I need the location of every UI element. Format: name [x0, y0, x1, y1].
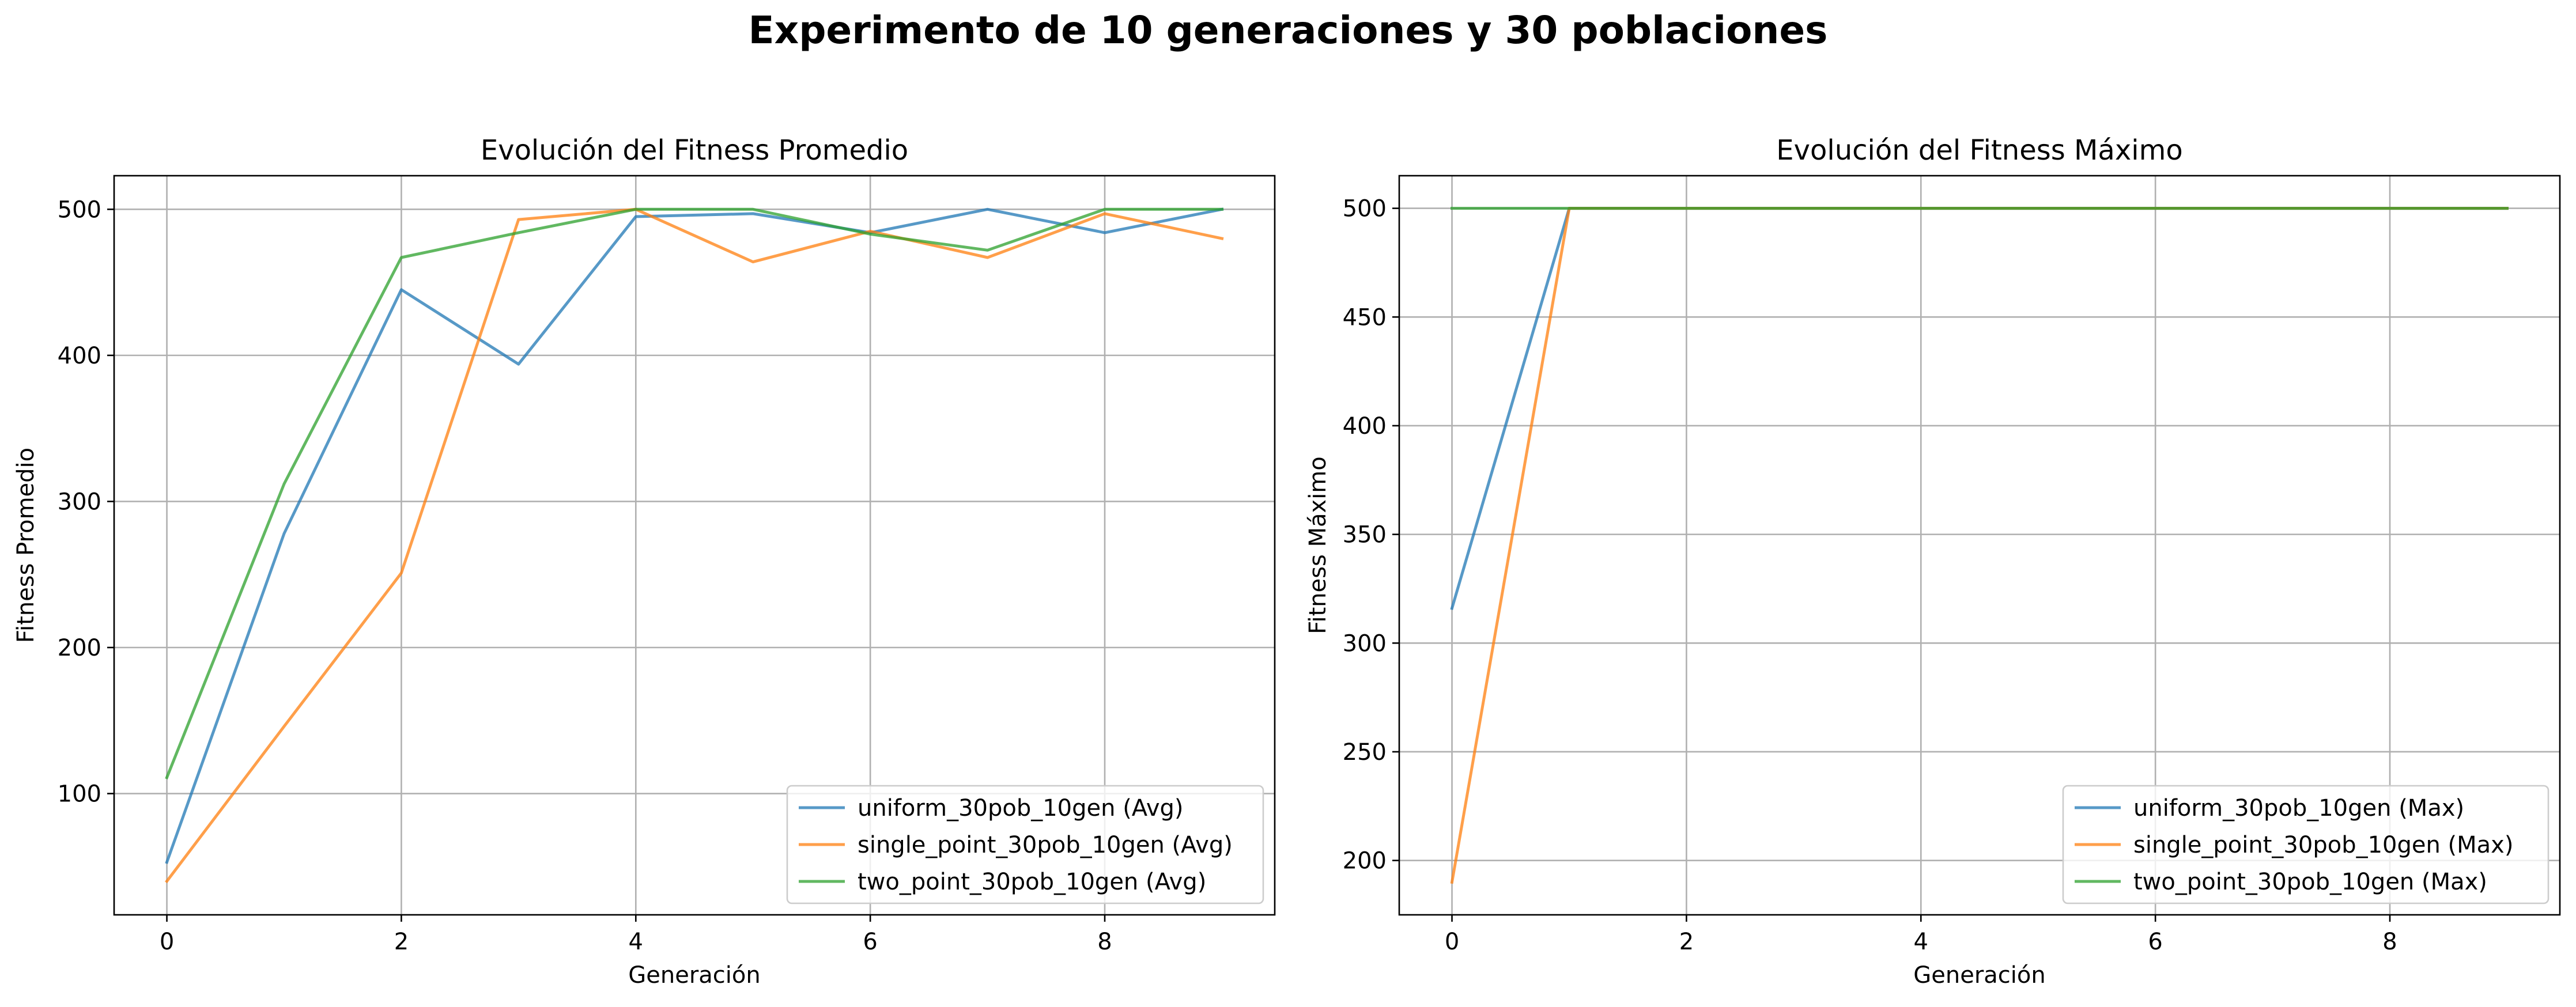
- x-axis-label: Generación: [628, 962, 760, 989]
- y-tick-label: 400: [1343, 413, 1387, 440]
- y-tick-label: 450: [1343, 304, 1387, 331]
- chart-title: Evolución del Fitness Máximo: [1776, 134, 2182, 166]
- legend-label-2: two_point_30pob_10gen (Avg): [858, 869, 1206, 895]
- legend-box: [786, 785, 1264, 904]
- x-tick-label: 8: [2382, 929, 2397, 955]
- legend-label-2: two_point_30pob_10gen (Max): [2133, 869, 2487, 895]
- max-fitness-chart: 0 2 4 6 8 200 250 300 350 400 450 500 Evolución del …: [1305, 134, 2561, 989]
- x-tick-label: 4: [1914, 929, 1928, 955]
- y-tick-label: 350: [1343, 522, 1387, 548]
- y-tick-label: 200: [1343, 848, 1387, 874]
- legend-label-1: single_point_30pob_10gen (Max): [2133, 832, 2513, 858]
- figure-suptitle: Experimento de 10 generaciones y 30 pobl…: [749, 8, 1828, 52]
- x-tick-label: 2: [394, 929, 409, 955]
- y-tick-label: 100: [58, 781, 101, 808]
- y-tick-label: 500: [58, 196, 101, 223]
- axes-frame: [113, 175, 1276, 916]
- y-tick-label: 300: [1343, 630, 1387, 657]
- x-tick-label: 0: [160, 929, 174, 955]
- series-line-2: [165, 207, 1223, 779]
- y-axis-label: Fitness Máximo: [1305, 456, 1331, 634]
- y-tick-label: 200: [58, 635, 101, 661]
- legend: uniform_30pob_10gen (Avg) single_point_30…: [786, 785, 1264, 904]
- legend-label-0: uniform_30pob_10gen (Avg): [858, 795, 1184, 822]
- x-axis-label: Generación: [1913, 962, 2045, 989]
- legend: uniform_30pob_10gen (Max) single_point_30…: [2062, 785, 2549, 904]
- y-tick-label: 500: [1343, 196, 1387, 222]
- series-line-1: [164, 207, 1224, 884]
- legend-label-1: single_point_30pob_10gen (Avg): [858, 832, 1233, 858]
- x-tick-label: 4: [629, 929, 643, 955]
- series-line-0: [1450, 207, 2509, 611]
- x-tick-label: 0: [1445, 929, 1459, 955]
- series-line-0: [165, 207, 1224, 864]
- y-tick-label: 300: [58, 489, 101, 515]
- x-tick-label: 6: [863, 929, 877, 955]
- x-tick-label: 6: [2148, 929, 2162, 955]
- x-tick-label: 8: [1097, 929, 1112, 955]
- chart-title: Evolución del Fitness Promedio: [481, 134, 908, 166]
- avg-fitness-chart: 0 2 4 6 8 100 200 300 400 500 Evolución del Fitnes…: [13, 134, 1276, 989]
- series-line-1: [1450, 207, 2509, 884]
- y-tick-label: 250: [1343, 739, 1387, 766]
- y-tick-label: 400: [58, 343, 101, 369]
- axes-frame: [1398, 175, 2561, 916]
- y-axis-label: Fitness Promedio: [13, 448, 39, 643]
- legend-box: [2062, 785, 2549, 904]
- x-tick-label: 2: [1679, 929, 1694, 955]
- legend-label-0: uniform_30pob_10gen (Max): [2133, 795, 2464, 822]
